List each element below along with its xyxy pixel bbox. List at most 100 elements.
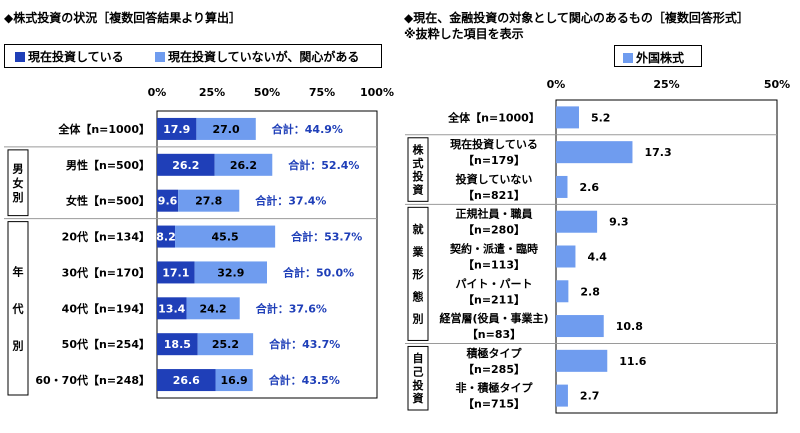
legend-swatch-light [155,52,165,62]
total-label: 合計：37.4% [255,194,326,208]
value-label-foreign-stock: 9.3 [609,216,629,229]
right-group-box [407,206,429,341]
bar-invested [157,333,198,356]
bar-interested [196,117,256,140]
left-plot-frame [156,110,378,399]
left-group-label: 代 [12,301,24,315]
left-group-label: 女 [13,176,24,190]
bar-invested [157,117,197,140]
bar-interested [214,153,273,176]
total-label: 合計：37.6% [256,301,327,315]
right-category-label: 経営層(役員・事業主) [439,311,548,325]
value-label-invested: 9.6 [158,195,178,208]
value-label-foreign-stock: 17.3 [644,146,671,159]
right-category-sample: 【n=83】 [467,328,521,341]
legend-swatch-dark [15,52,25,62]
legend-item-foreign-stock: 外国株式 [623,49,684,66]
right-group-label: 式 [413,156,424,170]
right-category-sample: 【n=821】 [463,189,525,202]
value-label-invested: 17.1 [162,266,189,279]
left-category-label: 40代【n=194】 [62,301,150,315]
value-label-invested: 26.6 [173,374,200,387]
right-category-sample: 【n=179】 [463,154,525,167]
value-label-interested: 32.9 [217,266,244,279]
legend-item-invested: 現在投資している [15,48,124,65]
total-label: 合計：44.9% [272,122,343,136]
bar-foreign-stock [556,280,569,303]
right-category-sample: 【n=285】 [463,363,525,376]
bar-foreign-stock [556,106,579,129]
left-group-label: 年 [13,264,24,278]
value-label-foreign-stock: 4.4 [587,251,607,264]
left-legend: 現在投資している 現在投資していないが、関心がある [4,44,382,68]
legend-label-invested: 現在投資している [28,50,124,64]
bar-foreign-stock [556,175,568,198]
legend-label-foreign-stock: 外国株式 [636,51,685,65]
value-label-interested: 45.5 [212,231,239,244]
bar-interested [215,369,253,392]
right-category-sample: 【n=113】 [463,259,525,272]
bar-interested [197,333,254,356]
value-label-interested: 27.8 [195,195,222,208]
right-chart-note: ※抜粋した項目を表示 [404,27,524,41]
total-label: 合計：43.7% [269,337,340,351]
value-label-foreign-stock: 2.7 [580,390,600,403]
left-chart-title: ◆株式投資の状況［複数回答結果より算出］ [4,11,241,25]
left-category-label: 20代【n=134】 [62,230,150,244]
value-label-interested: 24.2 [200,302,227,315]
bar-invested [157,153,215,176]
value-label-interested: 27.0 [213,123,240,136]
left-category-label: 50代【n=254】 [62,337,150,351]
right-chart-title: ◆現在、金融投資の対象として関心のあるもの［複数回答形式］ [404,11,749,25]
right-category-label: 非・積極タイプ [456,381,534,395]
value-label-foreign-stock: 10.8 [616,320,643,333]
total-label: 合計：50.0% [283,265,354,279]
right-category-label: 契約・派遣・臨時 [449,242,538,256]
bar-invested [157,261,195,284]
value-label-foreign-stock: 5.2 [591,111,611,124]
right-category-label: パイト・パート [456,277,533,290]
bar-foreign-stock [556,245,576,268]
left-x-tick-label: 100% [360,86,394,99]
right-group-box [407,137,429,202]
bar-invested [157,297,187,320]
left-category-label: 60・70代【n=248】 [35,373,150,387]
value-label-invested: 26.2 [172,159,199,172]
right-category-label: 投資していない [456,172,533,186]
right-category-label: 全体【n=1000】 [447,110,540,124]
right-category-label: 正規社員・職員 [456,207,533,221]
right-group-box [407,345,429,411]
left-x-tick-label: 50% [254,86,280,99]
left-group-label: 別 [12,190,24,204]
legend-label-interested: 現在投資していないが、関心がある [168,50,360,64]
right-category-sample: 【n=280】 [463,224,525,237]
right-category-label: 積極タイプ [466,346,523,360]
value-label-foreign-stock: 2.6 [579,181,599,194]
right-group-label: 資 [413,183,424,197]
left-category-label: 30代【n=170】 [62,265,150,279]
left-group-box [7,149,29,217]
right-group-label: 株 [413,143,425,157]
bar-interested [186,297,240,320]
left-x-tick-label: 75% [309,86,335,99]
legend-swatch-foreign [623,53,633,63]
right-group-label: 態 [413,289,424,303]
bar-invested [157,189,179,212]
left-group-box [7,221,29,396]
bar-foreign-stock [556,349,608,372]
value-label-interested: 16.9 [221,374,248,387]
right-group-label: 投 [413,169,424,183]
bar-invested [157,369,216,392]
right-category-label: 現在投資している [450,137,538,151]
value-label-foreign-stock: 2.8 [580,285,600,298]
total-label: 合計：52.4% [288,158,359,172]
right-group-label: 形 [413,268,424,281]
right-x-tick-label: 0% [547,78,566,91]
value-label-invested: 8.2 [156,231,176,244]
bar-foreign-stock [556,384,568,407]
left-group-label: 男 [13,163,24,176]
right-category-sample: 【n=715】 [463,398,525,411]
left-category-label: 男性【n=500】 [66,158,150,172]
value-label-invested: 17.9 [163,123,190,136]
